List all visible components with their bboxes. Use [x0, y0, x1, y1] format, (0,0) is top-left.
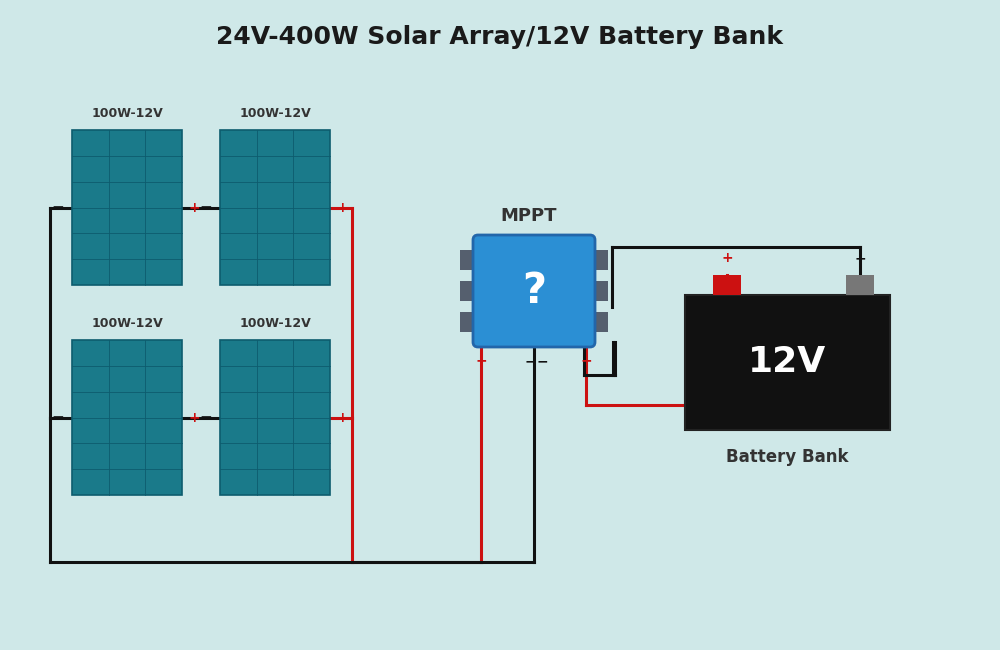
- Text: 100W-12V: 100W-12V: [239, 107, 311, 120]
- Text: +: +: [188, 200, 200, 214]
- Bar: [685, 295, 890, 430]
- Text: −: −: [51, 410, 64, 425]
- Text: −: −: [854, 251, 866, 265]
- Bar: [590, 281, 608, 301]
- FancyBboxPatch shape: [473, 235, 595, 347]
- Bar: [590, 312, 608, 332]
- Text: +: +: [188, 411, 200, 424]
- Bar: [72, 130, 182, 285]
- Bar: [220, 130, 330, 285]
- Text: −: −: [51, 200, 64, 215]
- Text: MPPT: MPPT: [501, 207, 557, 225]
- Text: 100W-12V: 100W-12V: [91, 317, 163, 330]
- Text: 24V-400W Solar Array/12V Battery Bank: 24V-400W Solar Array/12V Battery Bank: [216, 25, 784, 49]
- Text: 100W-12V: 100W-12V: [239, 317, 311, 330]
- Text: −: −: [524, 354, 536, 368]
- Text: +: +: [721, 251, 733, 265]
- Text: 12V: 12V: [748, 346, 827, 380]
- Bar: [846, 275, 874, 295]
- Text: +: +: [475, 354, 487, 368]
- Text: +: +: [336, 411, 348, 424]
- Text: +: +: [336, 200, 348, 214]
- Text: −: −: [536, 354, 548, 368]
- Bar: [460, 250, 478, 270]
- Text: ?: ?: [522, 270, 546, 312]
- Text: −: −: [199, 410, 212, 425]
- Bar: [713, 275, 741, 295]
- Text: +: +: [580, 354, 592, 368]
- Bar: [460, 281, 478, 301]
- Bar: [590, 250, 608, 270]
- Bar: [460, 312, 478, 332]
- Bar: [220, 340, 330, 495]
- Text: 100W-12V: 100W-12V: [91, 107, 163, 120]
- Bar: [72, 340, 182, 495]
- Text: −: −: [199, 200, 212, 215]
- Text: Battery Bank: Battery Bank: [726, 448, 849, 466]
